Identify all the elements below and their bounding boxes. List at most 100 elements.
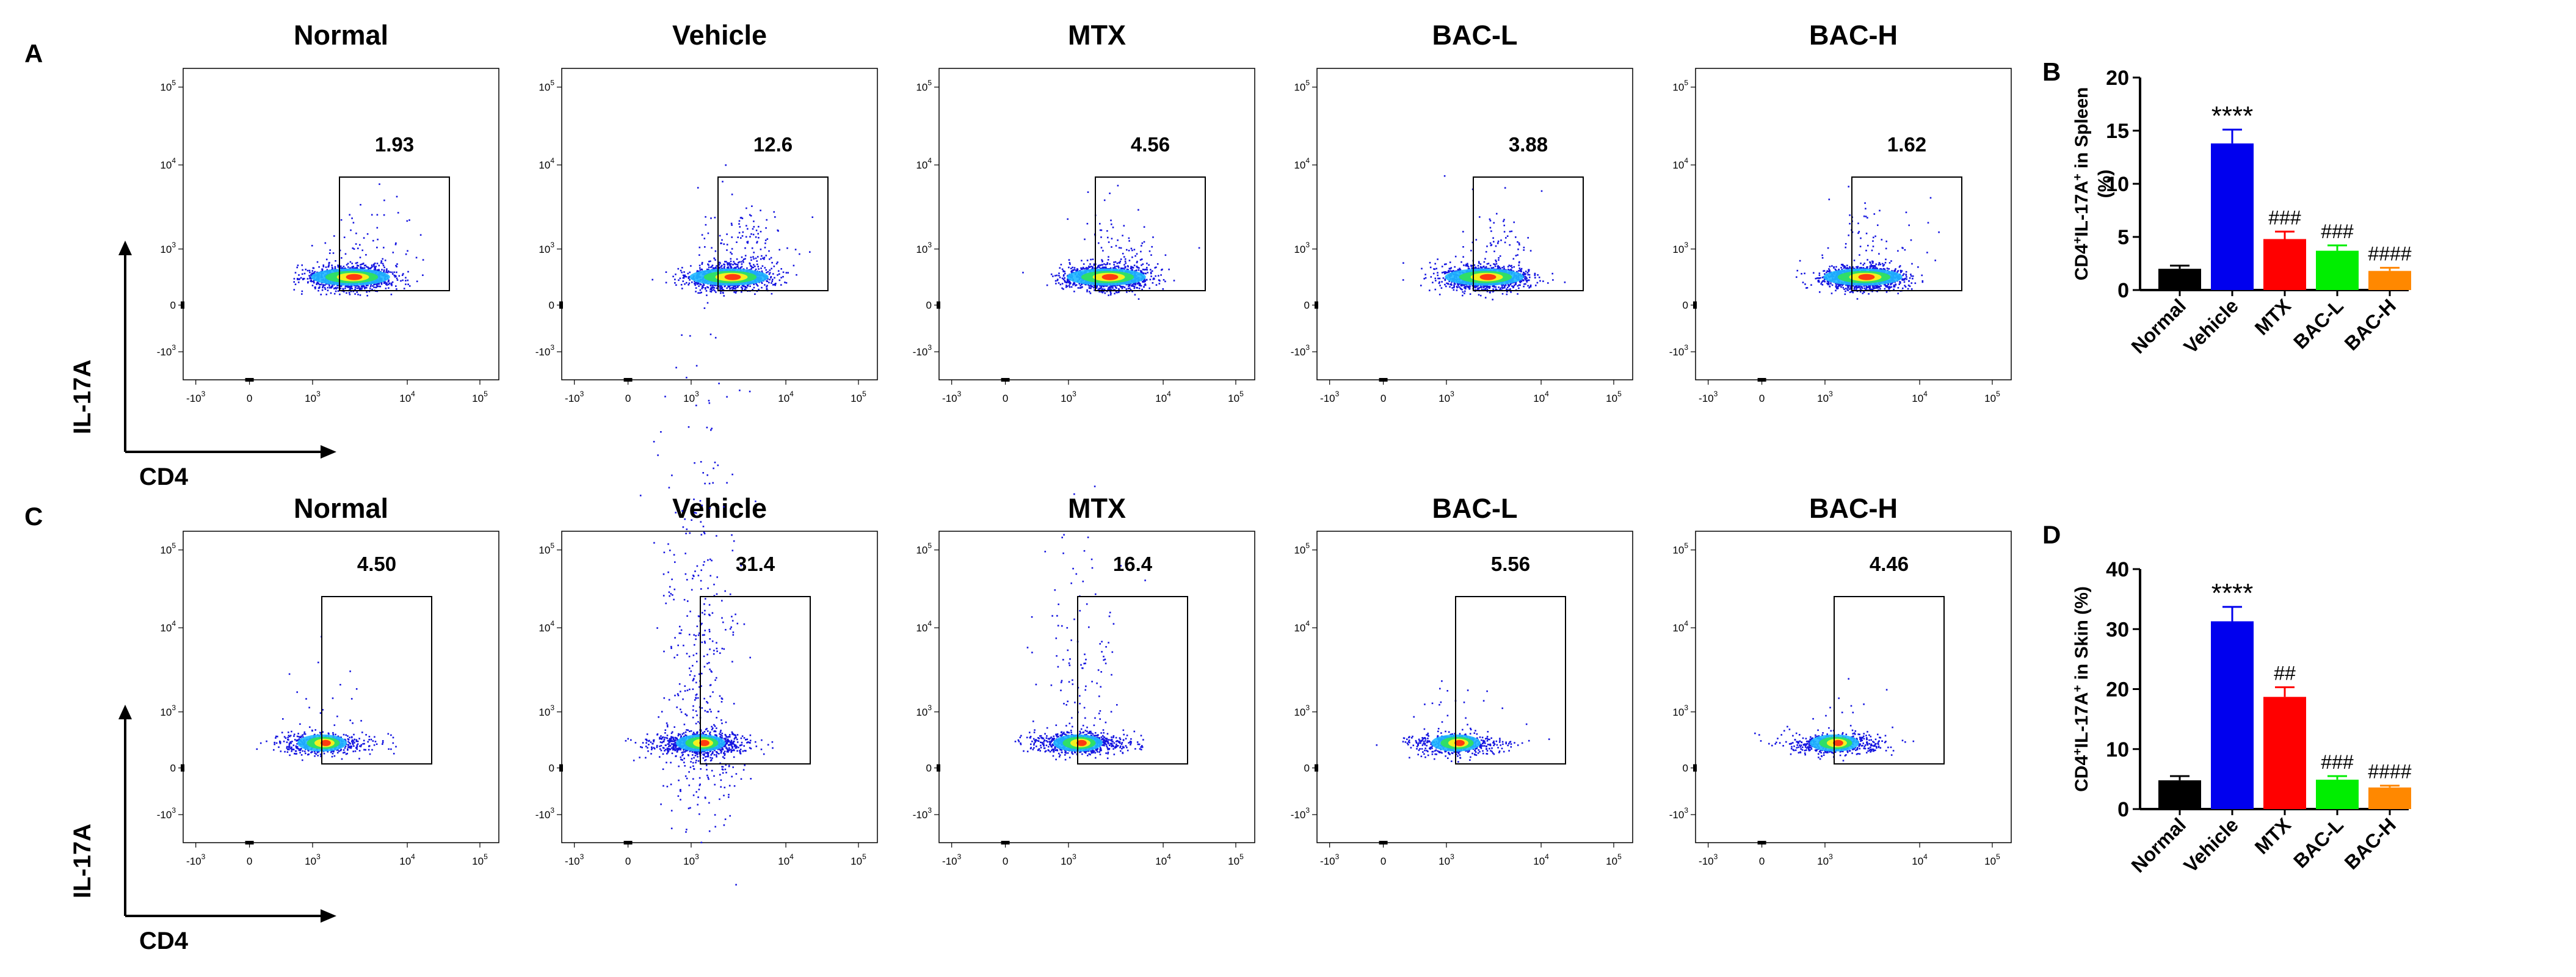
event-dot (683, 271, 685, 273)
event-dot (1479, 216, 1481, 218)
x-tick-label: 103 (1439, 390, 1454, 404)
event-dot (751, 247, 753, 249)
event-dot (761, 265, 764, 267)
event-dot (397, 212, 399, 214)
event-dot (313, 272, 315, 274)
event-dot (719, 234, 721, 237)
event-dot (680, 284, 683, 286)
event-dot (684, 275, 686, 278)
event-dot (297, 278, 299, 280)
event-dot (728, 286, 730, 288)
flow-row-spleen: Normal-103 0 103 104 1051051041030-1031.93Ve… (157, 20, 2012, 404)
event-dot (665, 271, 667, 273)
event-dot (702, 286, 704, 289)
event-dot (408, 285, 411, 287)
event-dot (714, 267, 717, 269)
event-dot (1109, 286, 1112, 288)
event-dot (356, 261, 358, 264)
event-dot (1518, 287, 1520, 289)
event-dot (707, 286, 709, 289)
event-dot (782, 271, 785, 274)
event-dot (388, 283, 390, 286)
event-dot (1529, 285, 1532, 286)
event-dot (1058, 272, 1060, 274)
event-dot (332, 252, 335, 254)
event-dot (1123, 264, 1125, 266)
event-dot (709, 288, 711, 291)
event-dot (311, 272, 313, 274)
event-dot (1106, 262, 1109, 264)
event-dot (1120, 258, 1122, 260)
event-dot (675, 284, 677, 286)
event-dot (699, 283, 701, 285)
event-dot (1522, 280, 1525, 281)
event-dot (747, 285, 749, 287)
event-dot (766, 219, 767, 221)
event-dot (746, 225, 747, 227)
event-dot (711, 247, 713, 249)
event-dot (335, 286, 337, 289)
event-dot (392, 252, 394, 253)
event-dot (697, 187, 699, 189)
event-dot (1059, 277, 1061, 278)
event-dot (309, 277, 311, 280)
event-dot (1145, 279, 1148, 281)
event-dot (1101, 261, 1103, 263)
event-dot (733, 261, 735, 263)
event-dot (772, 278, 774, 281)
event-dot (734, 263, 736, 265)
event-dot (720, 242, 722, 244)
event-dot (1160, 274, 1162, 276)
event-dot (711, 289, 713, 291)
event-dot (762, 257, 764, 260)
event-dot (741, 235, 744, 237)
event-dot (339, 288, 342, 289)
event-dot (750, 256, 752, 258)
event-dot (1156, 263, 1159, 265)
event-dot (1086, 289, 1088, 291)
event-dot (1056, 274, 1058, 277)
event-dot (752, 256, 754, 258)
event-dot (385, 283, 387, 285)
event-dot (1114, 261, 1117, 263)
event-dot (1084, 238, 1086, 241)
event-dot (1116, 262, 1119, 264)
event-dot (1128, 237, 1130, 239)
event-dot (1511, 285, 1513, 287)
event-dot (407, 283, 409, 285)
event-dot (1086, 291, 1088, 292)
event-dot (1100, 264, 1101, 266)
event-dot (719, 288, 721, 291)
event-dot (760, 249, 762, 250)
event-dot (749, 263, 751, 265)
event-dot (1103, 199, 1106, 202)
event-dot (767, 271, 769, 273)
event-dot (1061, 283, 1064, 285)
event-dot (684, 283, 686, 285)
event-dot (708, 269, 709, 271)
event-dot (1065, 285, 1067, 286)
event-dot (324, 286, 326, 289)
event-dot (799, 253, 800, 255)
event-dot (1064, 272, 1066, 275)
event-dot (1068, 280, 1070, 283)
event-dot (698, 254, 700, 256)
event-dot (780, 284, 782, 286)
event-dot (728, 262, 730, 264)
event-dot (310, 277, 312, 280)
event-dot (1158, 283, 1161, 285)
event-dot (752, 266, 754, 269)
y-tick-label: 0 (1304, 300, 1310, 311)
event-dot (704, 246, 706, 248)
event-dot (386, 268, 388, 270)
event-dot (731, 194, 733, 195)
event-dot (1073, 269, 1076, 271)
x-tick-label: 0 (1003, 393, 1008, 404)
event-dot (360, 264, 361, 266)
event-dot (293, 281, 295, 283)
event-dot (355, 267, 357, 269)
event-dot (1470, 250, 1472, 252)
event-dot (422, 259, 424, 261)
event-dot (1451, 271, 1453, 272)
event-dot (766, 285, 768, 287)
